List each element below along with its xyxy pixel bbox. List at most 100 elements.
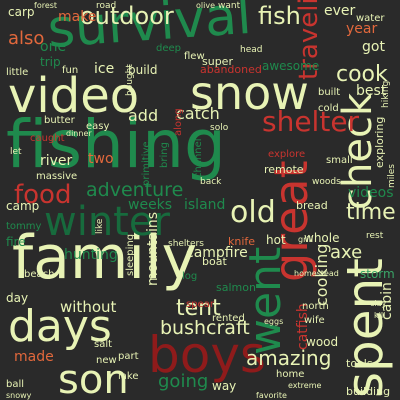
- word-bushcraft: bushcraft: [160, 317, 250, 339]
- word-small: small: [326, 155, 353, 166]
- word-food: food: [14, 180, 72, 210]
- word-along: along: [173, 108, 184, 136]
- word-also: also: [8, 28, 45, 49]
- word-tools: tools: [346, 357, 373, 370]
- word-lake: lake: [118, 371, 139, 382]
- word-carp: carp: [8, 5, 35, 19]
- word-wife: wife: [304, 315, 325, 326]
- word-adventure: adventure: [86, 179, 184, 201]
- word-storm: storm: [360, 267, 395, 281]
- word-went: went: [240, 246, 291, 355]
- word-abandoned: abandoned: [200, 63, 262, 76]
- word-primitive: primitive: [141, 141, 152, 186]
- word-make: make: [58, 9, 97, 25]
- word-forest: forest: [34, 1, 58, 10]
- word-bread: bread: [296, 199, 328, 212]
- word-wood: wood: [306, 335, 339, 349]
- word-ever: ever: [324, 3, 356, 19]
- word-woods: woods: [312, 177, 341, 187]
- word-sleeping: sleeping: [125, 233, 136, 276]
- word-awesome: awesome: [262, 59, 320, 73]
- word-miles: miles: [387, 164, 397, 188]
- word-new: new: [96, 355, 117, 366]
- word-clay: clay: [370, 299, 387, 308]
- word-without: without: [60, 298, 117, 316]
- word-part: part: [118, 351, 139, 362]
- word-hunting: hunting: [64, 247, 118, 263]
- word-ice: ice: [94, 61, 115, 77]
- word-little: little: [6, 67, 29, 78]
- word-beach: beach: [24, 269, 55, 280]
- word-video: video: [8, 68, 140, 124]
- word-north: north: [302, 301, 329, 312]
- word-log: log: [182, 271, 198, 282]
- word-bought: bought: [125, 64, 135, 96]
- word-old: old: [230, 195, 276, 230]
- word-building: building: [346, 385, 391, 398]
- word-cook: cook: [336, 62, 388, 87]
- word-island: island: [184, 197, 226, 213]
- word-campfire: campfire: [186, 245, 248, 261]
- word-build: build: [128, 63, 158, 77]
- word-solo: solo: [210, 123, 229, 133]
- word-bring: bring: [159, 142, 170, 168]
- word-tent: tent: [176, 296, 221, 321]
- word-camp: camp: [6, 199, 40, 213]
- word-road: road: [96, 1, 117, 11]
- word-want: want: [218, 1, 241, 11]
- word-made: made: [14, 349, 54, 365]
- word-salmon: salmon: [216, 281, 256, 294]
- word-eggs: eggs: [264, 317, 284, 326]
- word-homestead: homestead: [294, 269, 339, 278]
- word-water: water: [356, 13, 385, 24]
- word-explore: explore: [268, 149, 306, 160]
- word-amazing: amazing: [246, 346, 332, 370]
- word-fun: fun: [62, 65, 79, 76]
- word-rented: rented: [212, 313, 245, 324]
- word-hiking: hiking: [381, 80, 391, 108]
- word-family: family: [12, 223, 198, 293]
- word-grill: grill: [298, 235, 314, 244]
- word-favorite: favorite: [256, 391, 287, 400]
- word-channel: channel: [193, 138, 204, 178]
- word-built: built: [318, 87, 341, 98]
- word-videos: videos: [348, 185, 394, 201]
- word-weeks: weeks: [128, 197, 173, 213]
- word-head: head: [240, 45, 263, 55]
- word-massive: massive: [36, 171, 78, 182]
- word-time: time: [346, 200, 396, 225]
- word-flew: flew: [184, 51, 205, 62]
- word-exploring: exploring: [373, 116, 386, 168]
- word-spear: spear: [186, 299, 214, 310]
- word-got: got: [362, 39, 385, 55]
- word-going: going: [158, 371, 209, 392]
- word-boys: boys: [148, 326, 266, 384]
- word-extreme: extreme: [288, 381, 322, 390]
- word-boat: boat: [202, 255, 227, 268]
- word-whole: whole: [304, 231, 340, 245]
- word-knife: knife: [228, 235, 256, 248]
- word-snowy: snowy: [6, 391, 32, 400]
- word-remote: remote: [264, 163, 304, 176]
- word-olive: olive: [196, 1, 215, 10]
- word-super: super: [202, 55, 233, 68]
- word-fishing: fishing: [6, 106, 226, 183]
- word-back: back: [200, 177, 222, 187]
- word-year: year: [346, 21, 378, 37]
- word-winter: winter: [44, 199, 170, 245]
- word-tommy: tommy: [6, 221, 42, 232]
- word-axe: axe: [330, 242, 363, 263]
- word-let: let: [10, 147, 22, 157]
- word-home: home: [276, 369, 305, 380]
- word-shelters: shelters: [168, 239, 204, 249]
- word-mountains: mountains: [145, 211, 161, 286]
- word-days: days: [8, 301, 112, 352]
- word-son: son: [58, 357, 129, 400]
- word-butter: butter: [44, 115, 75, 126]
- word-salt: salt: [94, 339, 113, 350]
- word-add: add: [128, 106, 159, 125]
- word-snow: snow: [190, 66, 309, 120]
- word-day: day: [6, 291, 29, 305]
- word-easy: easy: [86, 121, 110, 132]
